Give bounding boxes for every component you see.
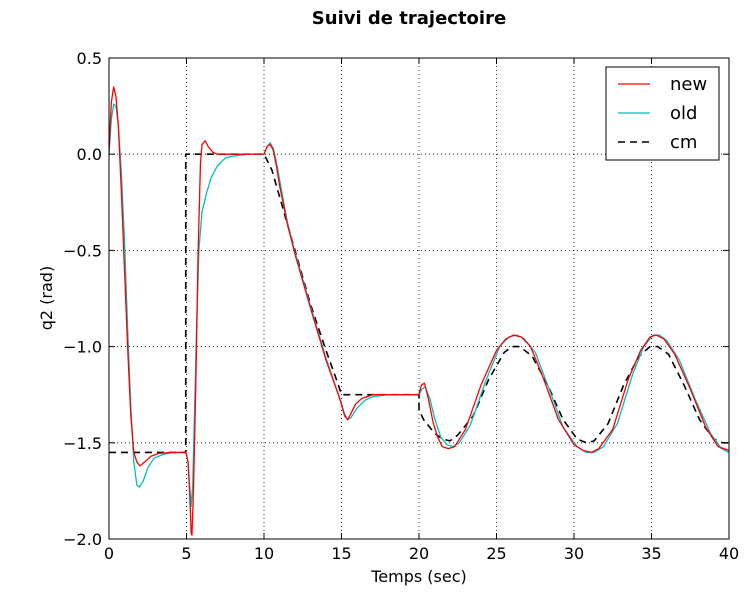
x-tick-label: 5 (181, 544, 191, 563)
x-tick-label: 35 (641, 544, 661, 563)
y-tick-label: 0.5 (77, 49, 102, 68)
legend-label-old: old (670, 103, 697, 124)
x-tick-label: 25 (486, 544, 506, 563)
y-tick-label: −1.0 (63, 338, 102, 357)
x-tick-label: 15 (331, 544, 351, 563)
legend-label-cm: cm (670, 132, 697, 153)
y-tick-label: −1.5 (63, 434, 102, 453)
series-line-old (109, 103, 729, 507)
series-line-new (109, 86, 729, 536)
series-layer (109, 86, 729, 536)
x-axis-label: Temps (sec) (370, 567, 467, 586)
y-axis-label: q2 (rad) (37, 266, 56, 330)
x-tick-label: 40 (719, 544, 739, 563)
tick-layer: 0 5 10 15 20 25 30 35 40 0.5 0.0 −0.5 −1.0 −1.5 −2.0 (63, 49, 739, 563)
x-tick-label: 30 (564, 544, 584, 563)
x-tick-label: 0 (104, 544, 114, 563)
y-tick-label: −2.0 (63, 530, 102, 549)
y-tick-label: 0.0 (77, 145, 102, 164)
legend: new old cm (605, 66, 720, 161)
legend-label-new: new (670, 74, 707, 95)
chart-title: Suivi de trajectoire (312, 8, 506, 29)
x-tick-label: 20 (409, 544, 429, 563)
y-tick-label: −0.5 (63, 241, 102, 260)
x-tick-label: 10 (254, 544, 274, 563)
